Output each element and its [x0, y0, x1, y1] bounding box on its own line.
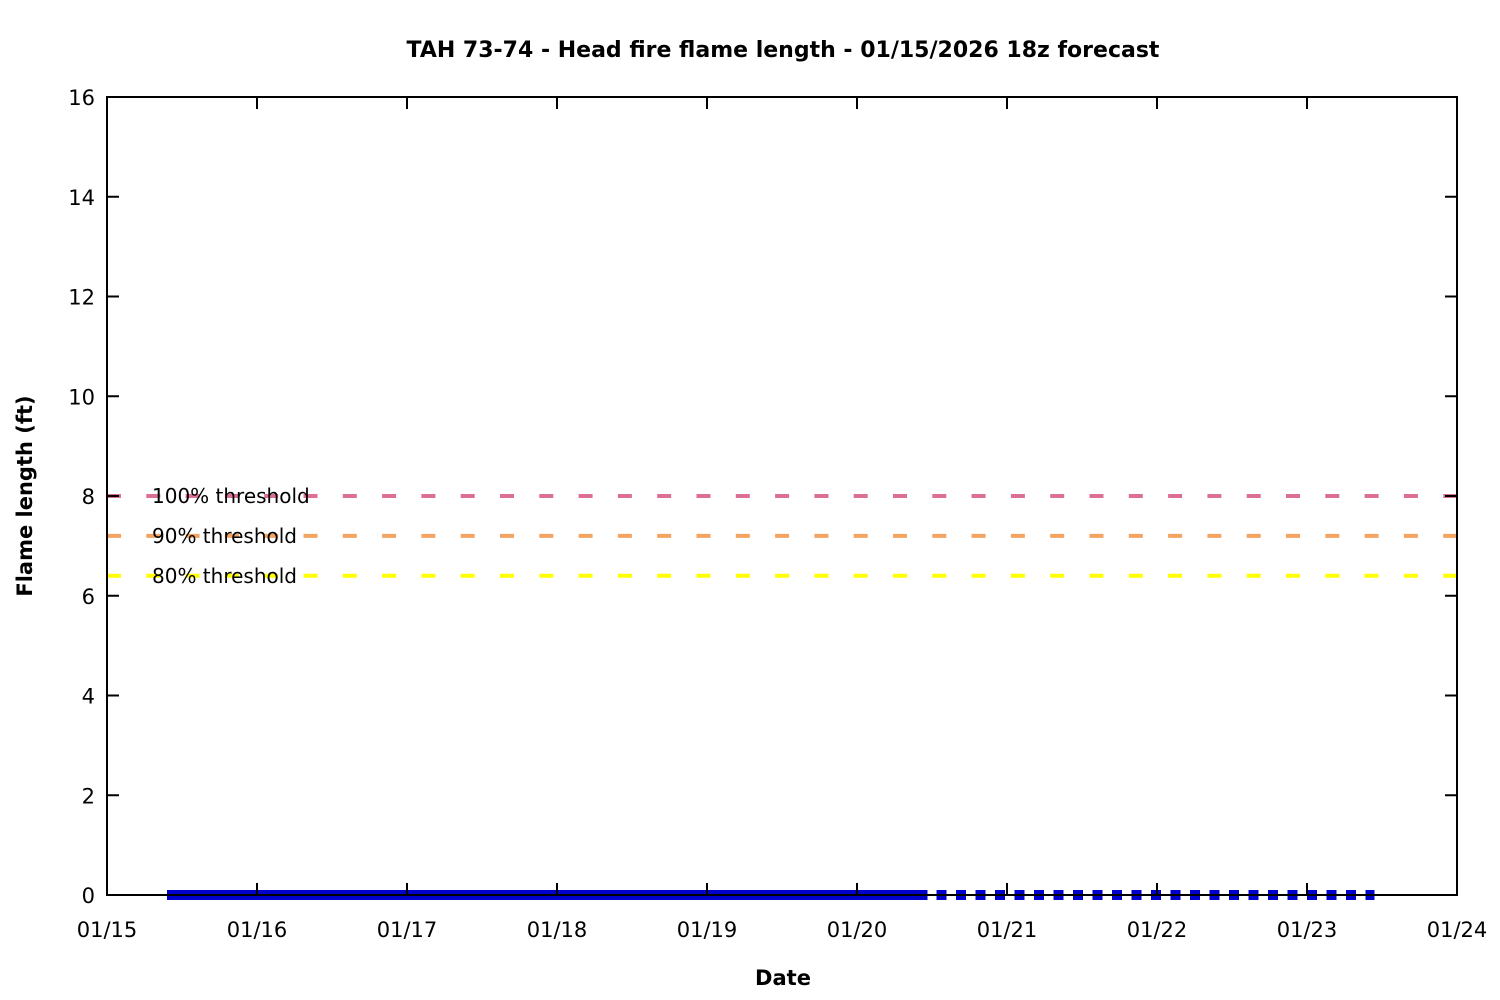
x-tick-label: 01/18: [527, 918, 588, 942]
x-tick-label: 01/22: [1127, 918, 1188, 942]
y-tick-label: 14: [68, 186, 95, 210]
y-tick-label: 6: [82, 585, 95, 609]
y-tick-label: 4: [82, 685, 95, 709]
x-tick-label: 01/19: [677, 918, 738, 942]
y-tick-label: 2: [82, 784, 95, 808]
x-tick-label: 01/17: [377, 918, 438, 942]
chart-title: TAH 73-74 - Head fire flame length - 01/…: [407, 38, 1160, 63]
threshold-100pct-label: 100% threshold: [152, 484, 310, 508]
threshold-80pct-label: 80% threshold: [152, 564, 297, 588]
x-tick-label: 01/15: [77, 918, 138, 942]
y-tick-label: 0: [82, 884, 95, 908]
x-axis-label: Date: [755, 966, 811, 990]
y-tick-label: 12: [68, 286, 95, 310]
plot-frame: [106, 96, 1458, 896]
y-axis-label: Flame length (ft): [13, 395, 37, 596]
threshold-90pct-label: 90% threshold: [152, 524, 297, 548]
y-tick-label: 10: [68, 385, 95, 409]
y-tick-label: 16: [68, 86, 95, 110]
threshold-labels: 100% threshold 90% threshold 80% threshold: [152, 484, 310, 588]
x-tick-label: 01/16: [227, 918, 288, 942]
x-tick-label: 01/23: [1277, 918, 1338, 942]
tick-labels: 01/15 01/16 01/17 01/18 01/19 01/20 01/21 01/22…: [68, 86, 1487, 942]
threshold-lines: [107, 494, 1457, 578]
x-tick-label: 01/21: [977, 918, 1038, 942]
y-tick-label: 8: [82, 485, 95, 509]
x-tick-label: 01/24: [1427, 918, 1488, 942]
x-tick-label: 01/20: [827, 918, 888, 942]
